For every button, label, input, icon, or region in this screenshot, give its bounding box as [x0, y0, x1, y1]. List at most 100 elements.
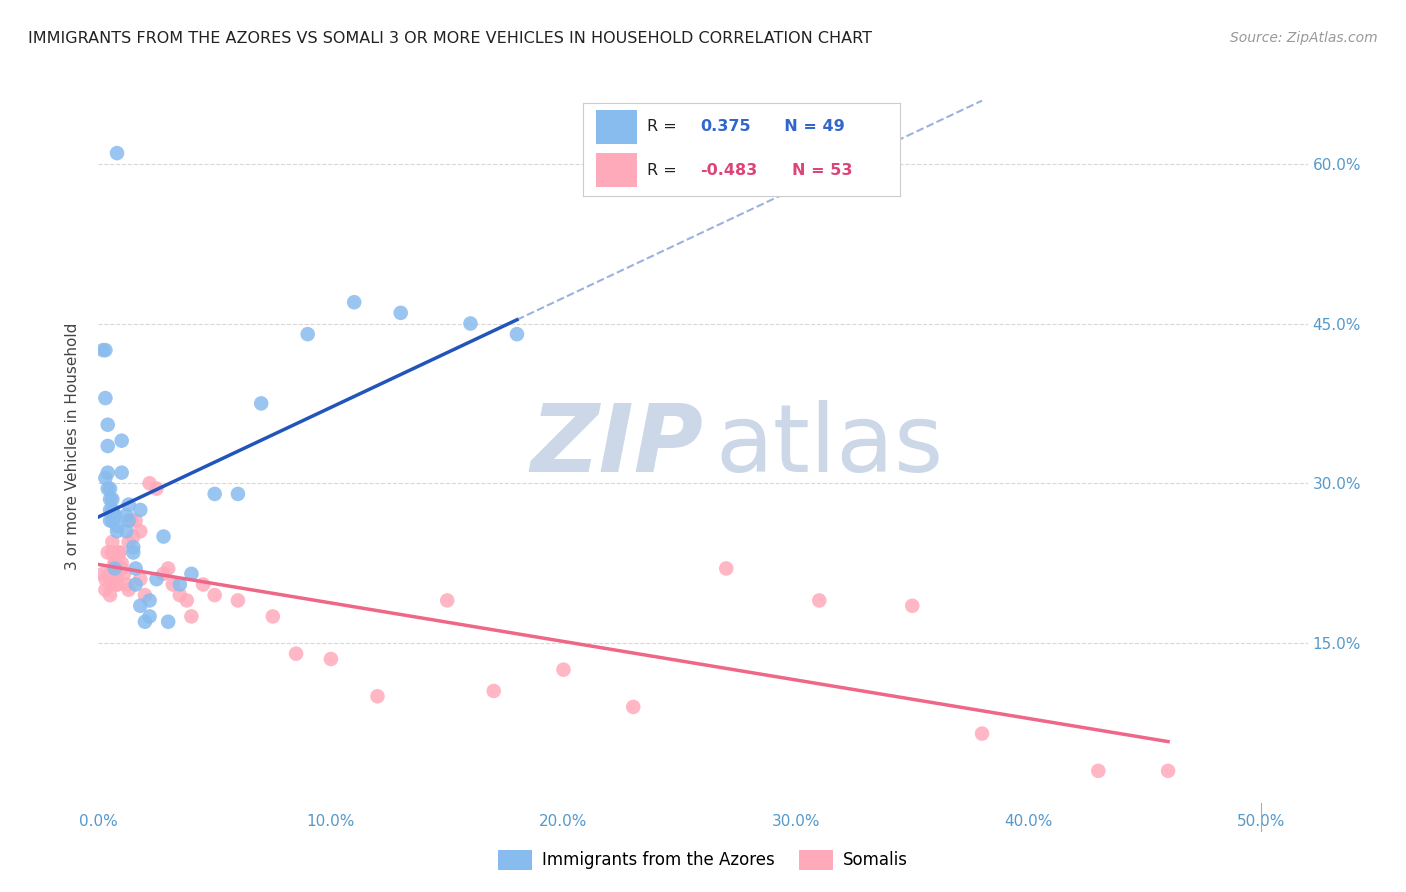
Text: N = 49: N = 49 — [773, 120, 845, 135]
Point — [98, 577, 121, 591]
Point — [104, 556, 127, 570]
Point — [105, 146, 128, 161]
Point — [97, 417, 120, 432]
Point — [138, 609, 160, 624]
Point — [111, 434, 134, 448]
FancyBboxPatch shape — [596, 110, 637, 144]
Point — [226, 593, 249, 607]
Text: 0.375: 0.375 — [700, 120, 751, 135]
Point — [1157, 764, 1180, 778]
Point — [94, 471, 117, 485]
Point — [157, 615, 180, 629]
Point — [226, 487, 249, 501]
Point — [297, 327, 319, 342]
Point — [101, 514, 124, 528]
Point — [111, 556, 134, 570]
Point — [285, 647, 308, 661]
Point — [91, 343, 114, 358]
Point — [105, 577, 128, 591]
Point — [115, 524, 138, 539]
Text: R =: R = — [647, 120, 682, 135]
Point — [101, 545, 124, 559]
Point — [129, 524, 152, 539]
Point — [716, 561, 738, 575]
Point — [157, 561, 180, 575]
Point — [101, 503, 124, 517]
Point — [118, 582, 141, 597]
Point — [366, 690, 388, 704]
Point — [115, 508, 138, 523]
Point — [204, 588, 226, 602]
Text: ZIP: ZIP — [530, 400, 703, 492]
Point — [162, 577, 184, 591]
Point — [108, 545, 131, 559]
Point — [138, 593, 160, 607]
Point — [122, 545, 145, 559]
Point — [105, 524, 128, 539]
Point — [118, 534, 141, 549]
Point — [105, 577, 128, 591]
Point — [319, 652, 342, 666]
Point — [134, 588, 156, 602]
Point — [1087, 764, 1109, 778]
Point — [97, 482, 120, 496]
Point — [553, 663, 575, 677]
Point — [204, 487, 226, 501]
Point — [91, 566, 114, 581]
Point — [262, 609, 284, 624]
Y-axis label: 3 or more Vehicles in Household: 3 or more Vehicles in Household — [65, 322, 80, 570]
Point — [122, 540, 145, 554]
Point — [105, 519, 128, 533]
Point — [129, 503, 152, 517]
Point — [94, 572, 117, 586]
Point — [389, 306, 412, 320]
Text: -0.483: -0.483 — [700, 162, 758, 178]
Point — [94, 343, 117, 358]
Point — [98, 588, 121, 602]
Point — [122, 529, 145, 543]
Point — [152, 566, 174, 581]
Point — [129, 572, 152, 586]
Point — [145, 482, 167, 496]
Point — [460, 317, 482, 331]
Point — [180, 609, 202, 624]
Point — [94, 391, 117, 405]
Point — [482, 684, 505, 698]
Point — [98, 482, 121, 496]
Point — [104, 561, 127, 575]
Point — [104, 508, 127, 523]
Point — [98, 503, 121, 517]
Text: N = 53: N = 53 — [793, 162, 853, 178]
Text: atlas: atlas — [716, 400, 943, 492]
Point — [970, 726, 993, 740]
Point — [104, 556, 127, 570]
Point — [118, 498, 141, 512]
Point — [98, 514, 121, 528]
Point — [176, 593, 198, 607]
Point — [134, 615, 156, 629]
Point — [808, 593, 831, 607]
Point — [145, 572, 167, 586]
Legend: Immigrants from the Azores, Somalis: Immigrants from the Azores, Somalis — [492, 843, 914, 877]
Point — [901, 599, 924, 613]
Point — [180, 566, 202, 581]
Point — [97, 466, 120, 480]
Point — [98, 566, 121, 581]
Point — [111, 466, 134, 480]
Point — [120, 514, 142, 528]
Point — [191, 577, 214, 591]
Point — [112, 566, 135, 581]
Point — [104, 508, 127, 523]
Point — [138, 476, 160, 491]
Point — [101, 534, 124, 549]
Point — [169, 588, 191, 602]
FancyBboxPatch shape — [596, 153, 637, 187]
Point — [101, 492, 124, 507]
Point — [436, 593, 458, 607]
Point — [97, 545, 120, 559]
Point — [250, 396, 273, 410]
Point — [169, 577, 191, 591]
Point — [108, 545, 131, 559]
Point — [124, 561, 146, 575]
Point — [621, 700, 644, 714]
